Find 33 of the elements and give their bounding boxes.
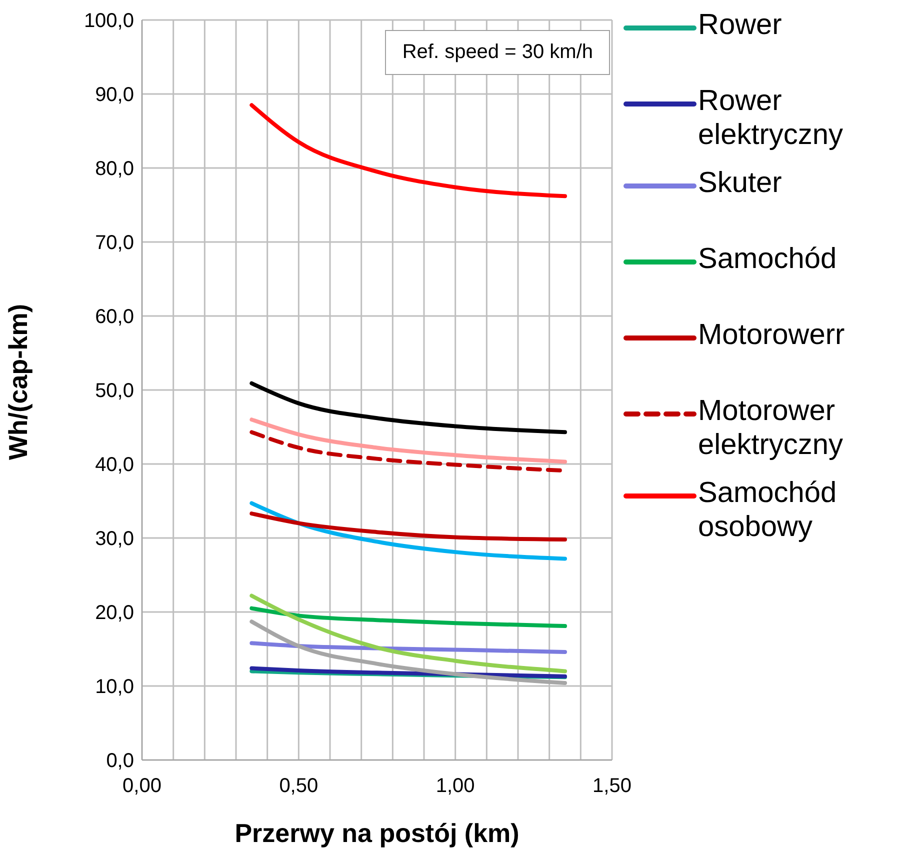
y-axis-title: Wh/(cap-km) — [3, 304, 34, 460]
y-tick-label: 60,0 — [95, 306, 134, 328]
y-tick-label: 10,0 — [95, 676, 134, 698]
line-series — [250, 381, 567, 434]
y-tick-label: 50,0 — [95, 380, 134, 402]
annotation: Ref. speed = 30 km/h — [385, 30, 610, 75]
x-tick-label: 0,50 — [279, 775, 318, 798]
line-series — [250, 620, 567, 686]
y-tick-label: 80,0 — [95, 158, 134, 180]
line-series — [250, 103, 567, 198]
line-series — [250, 512, 567, 542]
legend-label: Motorowerr — [698, 318, 845, 352]
line-series — [250, 594, 567, 674]
x-axis-title: Przerwy na postój (km) — [234, 818, 520, 848]
legend-label: Rower elektryczny — [698, 84, 844, 152]
legend-label: Rower — [698, 8, 782, 42]
x-tick-label: 0,00 — [122, 775, 162, 798]
y-tick-label: 20,0 — [95, 602, 134, 624]
line-series — [250, 418, 567, 464]
line-series — [250, 606, 567, 628]
legend-label: Samochód — [698, 242, 837, 276]
x-tick-label: 1,50 — [592, 775, 632, 798]
legend-label: Motorower elektryczny — [698, 394, 844, 462]
y-tick-label: 30,0 — [95, 528, 134, 550]
y-tick-label: 90,0 — [95, 84, 134, 106]
y-tick-label: 100,0 — [84, 10, 134, 32]
line-series — [250, 501, 567, 561]
x-tick-label: 1,00 — [436, 775, 475, 798]
legend-label: Samochód osobowy — [698, 476, 838, 544]
y-tick-label: 0,0 — [106, 750, 134, 772]
y-tick-label: 40,0 — [95, 454, 134, 476]
y-tick-label: 70,0 — [95, 232, 134, 254]
legend-label: Skuter — [698, 166, 782, 200]
